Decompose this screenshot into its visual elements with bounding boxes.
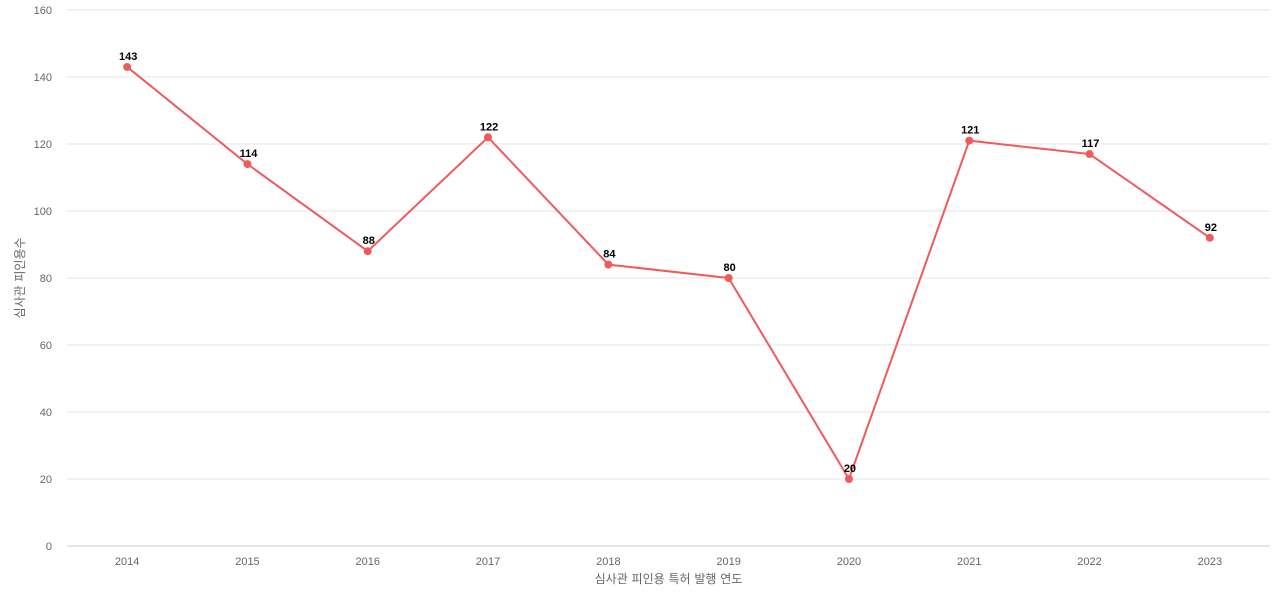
data-label: 80 — [724, 262, 736, 274]
x-tick-label: 2014 — [115, 556, 139, 568]
y-tick-label: 0 — [46, 541, 52, 553]
y-tick-label: 20 — [40, 474, 52, 486]
x-tick-label: 2015 — [235, 556, 259, 568]
data-point[interactable] — [243, 160, 252, 169]
x-axis-title: 심사관 피인용 특허 발행 연도 — [595, 571, 743, 586]
y-tick-label: 80 — [40, 273, 52, 285]
x-tick-label: 2017 — [476, 556, 500, 568]
y-tick-label: 40 — [40, 407, 52, 419]
x-tick-label: 2023 — [1198, 556, 1222, 568]
x-tick-label: 2022 — [1077, 556, 1101, 568]
data-label-layer: 143 114 88 122 84 80 20 121 117 92 — [119, 51, 1217, 475]
y-tick-label: 100 — [34, 206, 52, 218]
data-point[interactable] — [1085, 150, 1094, 159]
data-label: 121 — [961, 125, 979, 137]
data-label: 122 — [480, 121, 498, 133]
data-label: 20 — [844, 463, 856, 475]
y-tick-label: 140 — [34, 72, 52, 84]
series-line — [126, 66, 1211, 480]
data-label: 143 — [119, 51, 137, 63]
y-tick-label: 120 — [34, 139, 52, 151]
x-tick-label: 2018 — [596, 556, 620, 568]
data-point[interactable] — [123, 62, 132, 71]
y-tick-label: 60 — [40, 340, 52, 352]
x-tick-label: 2021 — [957, 556, 981, 568]
data-label: 114 — [240, 148, 259, 160]
data-point[interactable] — [1205, 233, 1214, 242]
data-label: 88 — [363, 235, 375, 247]
x-tick-label: 2019 — [716, 556, 740, 568]
data-point[interactable] — [484, 133, 493, 142]
grid-layer — [67, 9, 1270, 480]
y-axis-title: 심사관 피인용수 — [13, 237, 27, 318]
data-point[interactable] — [604, 260, 613, 269]
data-point[interactable] — [844, 475, 853, 483]
y-tick-label: 160 — [34, 5, 52, 17]
data-label: 117 — [1082, 138, 1100, 150]
data-point[interactable] — [965, 136, 974, 145]
data-point[interactable] — [363, 247, 372, 256]
data-label: 92 — [1205, 222, 1217, 234]
series-layer — [123, 62, 1214, 483]
data-point[interactable] — [724, 274, 733, 282]
data-label: 84 — [603, 249, 616, 261]
x-tick-label: 2016 — [356, 556, 380, 568]
x-tick-label: 2020 — [837, 556, 861, 568]
